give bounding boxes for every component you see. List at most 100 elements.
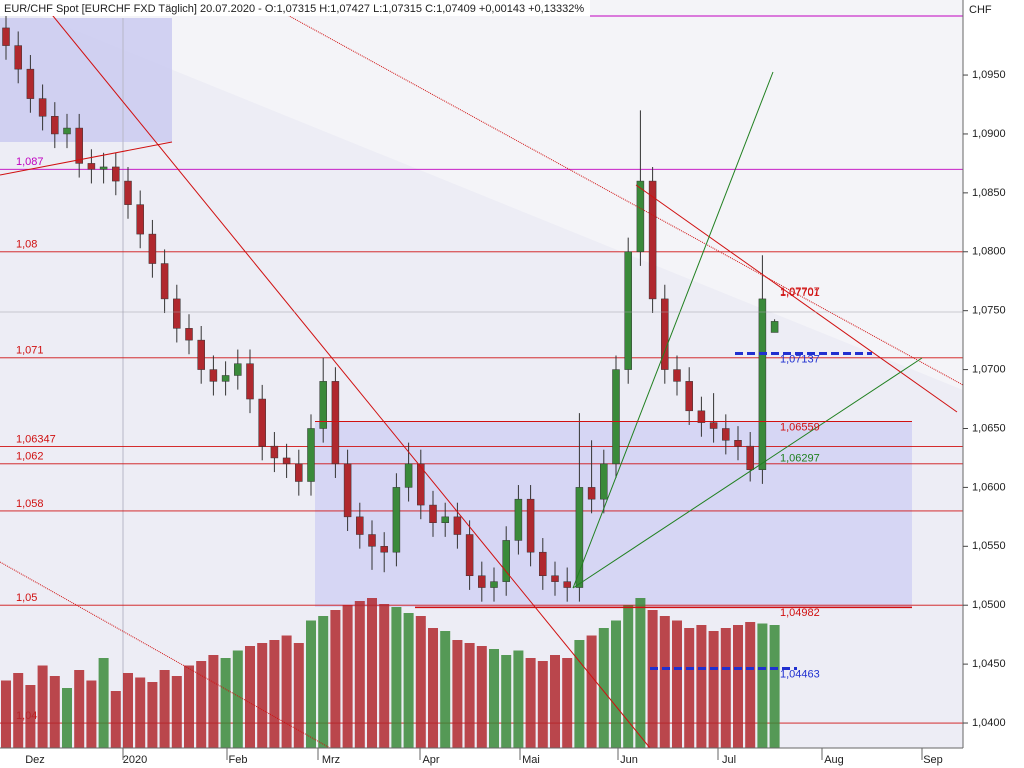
volume-bar xyxy=(13,673,24,748)
volume-bar xyxy=(537,661,548,748)
candle-body xyxy=(539,551,547,577)
volume-bar xyxy=(598,628,609,748)
y-tick-label: 1,0950 xyxy=(972,69,1006,81)
volume-bar xyxy=(708,631,719,748)
x-tick-label: Mai xyxy=(522,754,540,766)
candle-body xyxy=(551,575,559,582)
x-tick-label: 2020 xyxy=(123,754,147,766)
candle-body xyxy=(234,363,242,376)
candle-body xyxy=(392,487,401,553)
candle-body xyxy=(295,463,303,482)
volume-bar xyxy=(293,643,304,748)
candle-body xyxy=(87,163,96,170)
volume-bar xyxy=(171,676,182,748)
volume-bar xyxy=(574,640,585,748)
volume-bar xyxy=(525,658,536,748)
volume-bar xyxy=(232,650,243,748)
candle-body xyxy=(417,463,425,506)
axis-panel xyxy=(963,0,1024,768)
candle-body xyxy=(490,581,498,588)
candle-body xyxy=(75,127,83,164)
volume-bar xyxy=(123,673,133,748)
candle-body xyxy=(734,440,742,447)
candle-body xyxy=(453,516,462,535)
volume-bar xyxy=(452,640,463,748)
candle-body xyxy=(63,127,71,135)
candle-body xyxy=(770,321,779,333)
volume-bar xyxy=(659,616,670,748)
candle-body xyxy=(697,410,706,423)
volume-bar xyxy=(257,643,268,748)
y-tick-label: 1,0800 xyxy=(972,246,1006,258)
volume-bar xyxy=(25,685,36,748)
y-tick-label: 1,0850 xyxy=(972,187,1006,199)
annotation-label: 1,04463 xyxy=(780,668,820,680)
annotation-label: 1,07707 xyxy=(780,286,820,298)
volume-bar xyxy=(196,661,207,748)
candle-body xyxy=(148,233,157,264)
trendline xyxy=(39,0,651,749)
candle-body xyxy=(575,487,584,588)
candle-body xyxy=(14,45,22,70)
candle-body xyxy=(587,487,596,500)
candle-body xyxy=(209,369,218,382)
zone-box xyxy=(0,18,172,142)
volume-bar xyxy=(379,604,390,748)
candle-body xyxy=(270,445,279,459)
candle-body xyxy=(282,457,291,465)
x-tick-label: Jun xyxy=(620,754,638,766)
candle-body xyxy=(319,381,327,429)
level-label: 1,08 xyxy=(16,239,37,251)
y-tick-label: 1,0450 xyxy=(972,658,1006,670)
candle-body xyxy=(26,68,35,99)
candle-body xyxy=(343,463,352,518)
candle-body xyxy=(600,463,608,500)
annotation-label: 1,07137 xyxy=(780,353,820,365)
volume-bar xyxy=(245,646,255,748)
header-bar xyxy=(0,0,590,16)
x-tick-label: Aug xyxy=(824,754,844,766)
volume-bar xyxy=(684,628,695,748)
shade xyxy=(0,0,963,390)
level-label: 1,05 xyxy=(16,592,37,604)
volume-bar xyxy=(354,601,365,748)
volume-bar xyxy=(733,625,743,748)
candle-body xyxy=(258,398,266,447)
volume-bar xyxy=(635,598,646,748)
x-tick-label: Apr xyxy=(422,754,439,766)
candle-body xyxy=(307,428,315,482)
annotation-label: 1,04982 xyxy=(780,607,820,619)
trendline xyxy=(572,357,923,589)
volume-bar xyxy=(269,640,280,748)
volume-bar xyxy=(37,665,48,748)
trendline xyxy=(572,71,774,589)
candle-body xyxy=(185,328,193,341)
candle-body xyxy=(722,428,730,441)
volume-bar xyxy=(623,605,634,748)
volume-bar xyxy=(464,643,475,748)
volume-bar xyxy=(147,682,158,748)
candle-body xyxy=(2,27,10,46)
volume-bar xyxy=(208,655,219,748)
volume-bar xyxy=(501,655,512,748)
header-title: EUR/CHF Spot [EURCHF FXD Täglich] 20.07.… xyxy=(4,3,584,15)
annotation-label: 1,07701 xyxy=(780,287,820,299)
volume-bar xyxy=(49,676,60,748)
candle-body xyxy=(465,534,474,577)
volume-bar xyxy=(220,658,231,748)
candle-body xyxy=(478,575,486,588)
volume-bar xyxy=(391,607,402,748)
volume-bar xyxy=(281,635,292,748)
volume-bar xyxy=(318,616,329,748)
volume-bar xyxy=(1,680,11,748)
candle-body xyxy=(624,251,632,370)
candle-body xyxy=(173,298,181,329)
volume-bar xyxy=(98,658,109,748)
candle-body xyxy=(526,498,535,553)
level-label: 1,058 xyxy=(16,498,44,510)
candle-body xyxy=(112,166,120,182)
volume-bar xyxy=(74,670,85,748)
volume-bar xyxy=(159,670,170,748)
volume-bar xyxy=(428,628,438,748)
